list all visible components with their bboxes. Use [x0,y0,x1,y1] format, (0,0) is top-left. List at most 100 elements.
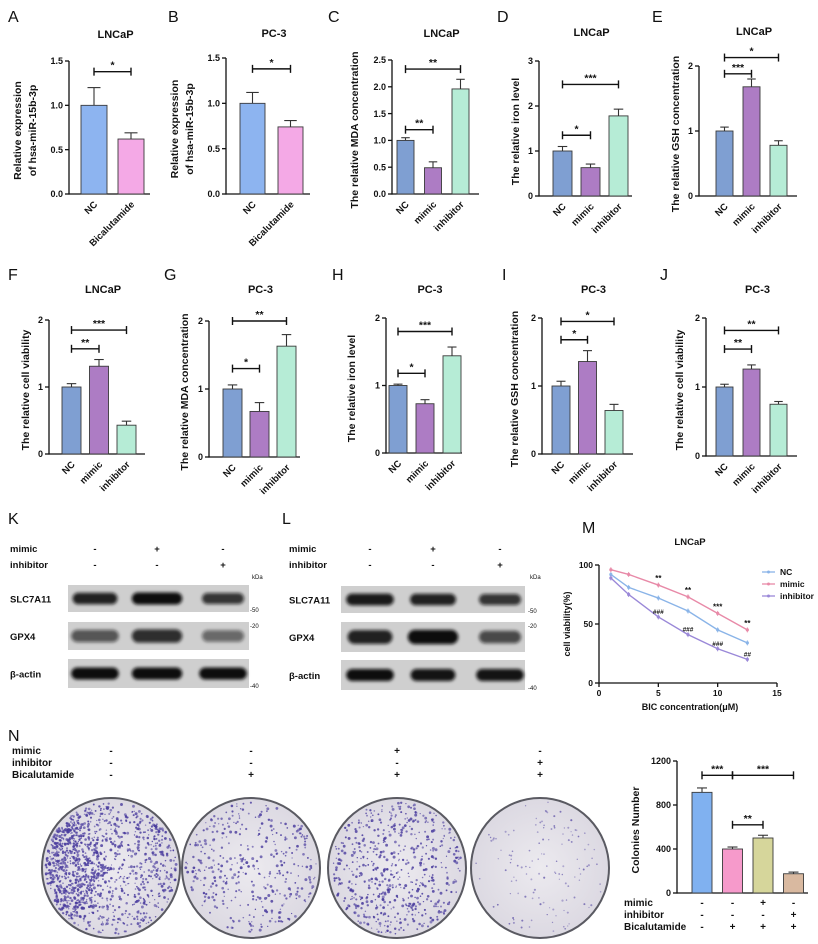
colony [212,849,215,852]
y-axis-label: The relative cell viability [674,329,686,450]
colony [234,830,238,834]
colony [272,855,275,858]
colony [101,874,105,877]
colony [136,918,139,920]
panel-letter: E [652,9,663,26]
colony [204,899,207,901]
colony [63,842,67,845]
colony [91,901,93,903]
colony [558,873,561,875]
bar [61,386,82,455]
colony [58,889,60,892]
colony [254,816,257,818]
colony [184,866,188,870]
colony [414,905,418,908]
colony [164,830,167,834]
colony [145,912,148,915]
bar [580,167,601,197]
y-tick-label: 2.5 [373,55,386,65]
y-tick-label: 0 [588,678,593,688]
colony [83,901,87,905]
colony [362,855,365,859]
colony [335,877,338,880]
colony [76,861,79,864]
colony [271,889,274,892]
colony [452,838,456,842]
colony [128,848,131,851]
condition-sign: + [394,746,400,757]
colony [97,861,101,864]
panel-letter: J [660,267,668,284]
colony [388,884,392,888]
colony [62,882,64,884]
colony [141,880,145,884]
legend-marker [767,582,770,586]
colony [516,864,519,867]
colony [78,900,81,904]
colony [263,886,265,888]
plate-dish [181,797,321,939]
colony [66,895,70,899]
colony [238,833,241,836]
colony [419,882,422,884]
colony [73,844,75,847]
colony [92,839,95,842]
condition-sign: + [220,560,226,571]
colony [241,808,245,811]
colony [109,866,112,870]
colony [517,892,520,895]
condition-sign: - [538,746,541,757]
colony [512,829,515,832]
colony [427,880,431,883]
colony [310,867,313,869]
y-axis-label: Relative expression [169,80,181,179]
colony [270,909,274,913]
colony [76,813,79,817]
colony [369,809,372,812]
colony [283,861,286,864]
colony [261,906,264,908]
colony [168,838,171,840]
bar [752,837,774,894]
colony [583,903,586,906]
significance-label: *** [757,763,770,775]
colony [335,857,338,859]
colony [112,904,115,908]
protein-label: β-actin [10,670,41,681]
colony [440,840,443,843]
colony [144,846,148,849]
colony [110,828,112,831]
colony [154,853,157,857]
colony [436,900,440,904]
colony [51,846,55,850]
colony [99,852,103,856]
colony [73,921,76,925]
colony [412,848,416,851]
colony [211,870,215,874]
colony [81,822,85,826]
colony [210,866,214,869]
colony [213,876,216,879]
panel-letter: F [8,267,18,284]
colony [348,868,350,870]
condition-sign: - [368,544,371,555]
colony [561,899,564,902]
colony [236,876,239,879]
colony [370,927,373,929]
y-axis-label: of hsa-miR-15b-3p [184,83,196,175]
colony [222,880,225,883]
y-tick-label: 0 [38,449,43,459]
colony [578,867,581,870]
colony [402,897,404,900]
colony [55,903,58,906]
colony [158,895,161,898]
colony [365,812,367,815]
colony [263,876,266,879]
data-point [609,572,613,577]
panel-letter: M [582,520,595,537]
colony [69,887,71,890]
colony [85,900,88,903]
colony [234,896,237,899]
colony [79,892,83,895]
colony [97,868,100,871]
